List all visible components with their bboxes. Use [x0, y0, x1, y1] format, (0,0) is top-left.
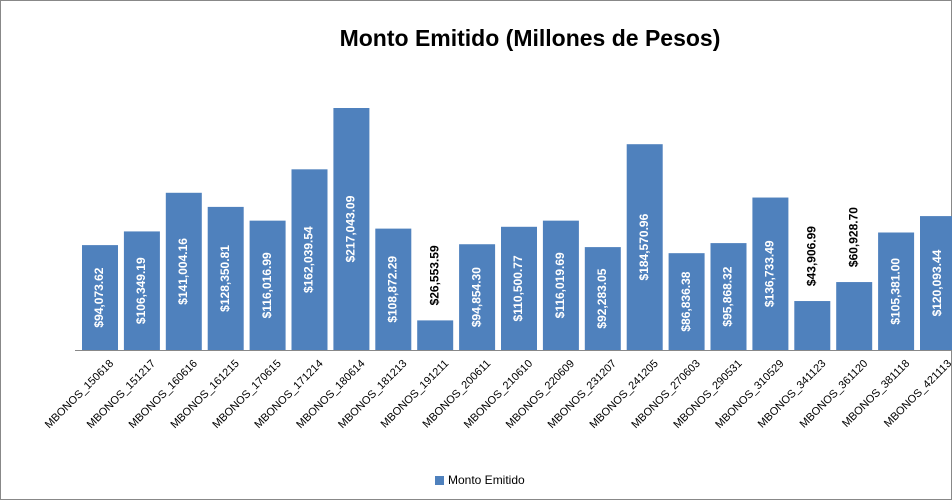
bar [501, 226, 537, 350]
bar [82, 245, 118, 350]
value-label: $86,836.38 [679, 271, 693, 331]
bar [123, 231, 160, 350]
value-label: $92,283.05 [595, 268, 609, 328]
bar [794, 301, 831, 350]
bar [375, 228, 412, 350]
value-label: $94,073.62 [92, 267, 106, 327]
bar [920, 216, 952, 350]
value-label: $60,928.70 [846, 207, 860, 267]
value-label: $105,381.00 [888, 258, 902, 325]
value-label: $108,872.29 [385, 256, 399, 323]
value-label: $136,733.49 [763, 240, 777, 307]
bar [626, 144, 663, 350]
legend-swatch [435, 476, 444, 485]
value-label: $95,868.32 [721, 266, 735, 326]
value-label: $116,016.99 [260, 252, 274, 318]
bar [207, 206, 244, 350]
value-label: $162,039.54 [302, 226, 316, 293]
bar [333, 108, 370, 350]
legend-label: Monto Emitido [448, 473, 525, 487]
bar [752, 197, 789, 350]
value-label: $217,043.09 [344, 195, 358, 262]
bar [836, 282, 873, 350]
value-label: $43,906.99 [804, 226, 818, 286]
chart-title: Monto Emitido (Millones de Pesos) [340, 25, 721, 51]
bar [459, 244, 496, 350]
bar [710, 243, 747, 350]
bar [249, 220, 286, 350]
value-label: $141,004.16 [176, 238, 190, 305]
value-label: $128,350.81 [218, 245, 232, 312]
value-label: $106,349.19 [134, 257, 148, 324]
bar [584, 247, 621, 350]
value-label: $110,500.77 [511, 255, 525, 321]
value-label: $120,093.44 [930, 249, 944, 316]
bar [878, 232, 915, 350]
bar [291, 169, 328, 350]
bar [417, 320, 454, 350]
bar [668, 253, 705, 350]
bar [542, 220, 579, 350]
bar [165, 192, 202, 350]
value-label: $184,570.96 [637, 213, 651, 280]
value-label: $116,019.69 [553, 252, 567, 318]
value-label: $26,553.59 [427, 245, 441, 305]
value-label: $94,854.30 [469, 267, 483, 327]
